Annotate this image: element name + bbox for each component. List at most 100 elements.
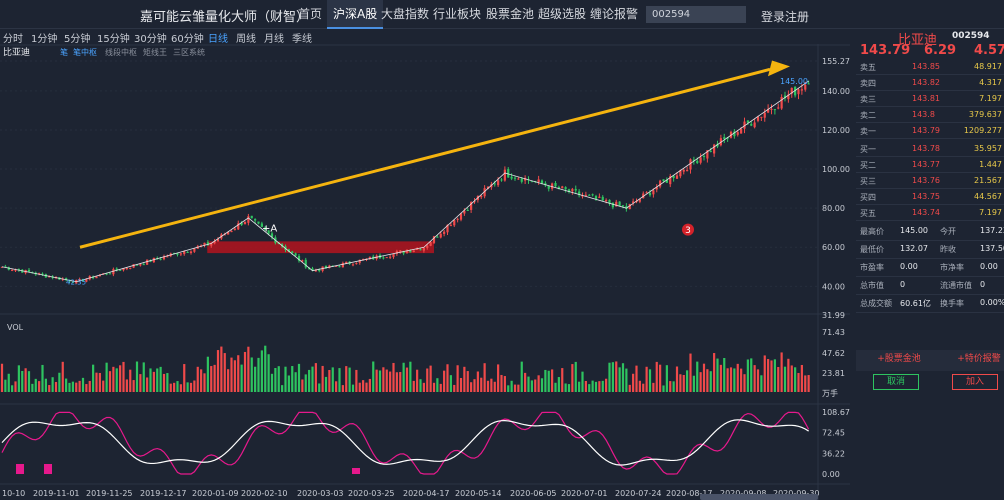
- volume-bar: [108, 371, 112, 392]
- candle: [405, 250, 409, 253]
- nav-item-5[interactable]: 超级选股: [538, 7, 587, 21]
- volume-bar: [709, 371, 712, 392]
- nav-item-3[interactable]: 行业板块: [433, 7, 482, 21]
- volume-bar: [294, 372, 297, 392]
- chart-tab-0[interactable]: 笔: [60, 47, 68, 57]
- candle: [659, 180, 662, 187]
- candle: [780, 97, 783, 109]
- candle: [588, 194, 591, 196]
- period-tab-2[interactable]: 5分钟: [64, 34, 91, 45]
- book-volume: 21.567: [974, 176, 1002, 185]
- add-to-pool-button[interactable]: +股票金池: [877, 354, 921, 364]
- volume-bar: [500, 374, 503, 392]
- date-axis-label: 2020-02-10: [241, 489, 288, 498]
- period-tab-9[interactable]: 季线: [292, 34, 312, 45]
- volume-bar: [318, 383, 321, 392]
- nav-item-6[interactable]: 缠论报警: [590, 7, 639, 21]
- candle: [493, 183, 496, 185]
- volume-bar: [156, 368, 159, 392]
- volume-bar: [409, 361, 412, 392]
- candle: [429, 242, 432, 246]
- volume-bar: [486, 380, 490, 392]
- chart-tab-2[interactable]: 线段中枢: [105, 47, 137, 57]
- kline-chart[interactable]: 比亚迪 笔笔中枢 线段中枢 矩线王 三区系统 155.27 140.00 120.00 100.…: [0, 44, 850, 500]
- volume-bar: [760, 375, 763, 392]
- timeline-scrollbar[interactable]: [700, 494, 818, 500]
- volume-bar: [267, 354, 270, 392]
- volume-bar: [426, 368, 429, 392]
- period-tab-3[interactable]: 15分钟: [97, 34, 130, 45]
- period-tab-4[interactable]: 30分钟: [134, 34, 167, 45]
- nav-item-1[interactable]: 沪深A股: [327, 0, 384, 29]
- volume-bar: [372, 361, 375, 392]
- candle: [385, 257, 388, 259]
- candle: [291, 251, 294, 254]
- book-price: 143.81: [912, 94, 940, 103]
- volume-bar: [159, 366, 162, 392]
- volume-bar: [220, 346, 223, 392]
- candle: [122, 268, 125, 271]
- volume-bar: [507, 385, 510, 392]
- volume-bar: [763, 355, 766, 392]
- stat-label: 最高价: [860, 227, 884, 236]
- chart-tab-4[interactable]: 三区系统: [173, 47, 205, 57]
- volume-bar: [149, 368, 152, 392]
- book-volume: 35.957: [974, 144, 1002, 153]
- volume-bar: [611, 362, 614, 392]
- nav-item-2[interactable]: 大盘指数: [381, 7, 430, 21]
- volume-bar: [645, 366, 648, 392]
- candle: [297, 255, 301, 261]
- volume-bar: [561, 368, 564, 392]
- period-tab-5[interactable]: 60分钟: [171, 34, 204, 45]
- candle: [95, 276, 98, 279]
- candle: [166, 256, 169, 258]
- candle: [662, 179, 665, 181]
- volume-bar: [68, 382, 71, 392]
- volume-bar: [230, 357, 233, 392]
- candle: [578, 191, 581, 196]
- cancel-button[interactable]: 取消: [873, 374, 919, 390]
- period-tab-6[interactable]: 日线: [208, 34, 228, 45]
- book-price: 143.77: [912, 160, 940, 169]
- volume-bar: [179, 384, 182, 392]
- stock-search-input[interactable]: [646, 6, 746, 23]
- volume-bar: [655, 361, 658, 392]
- candle: [463, 210, 466, 214]
- volume-bar: [446, 364, 449, 392]
- period-tab-7[interactable]: 周线: [236, 34, 256, 45]
- chart-tab-1[interactable]: 笔中枢: [73, 47, 97, 57]
- candle: [605, 199, 608, 202]
- candle: [800, 89, 803, 91]
- candle: [11, 269, 14, 271]
- date-axis-label: 2020-09-30: [773, 489, 820, 498]
- candle: [598, 196, 601, 198]
- chart-tab-3[interactable]: 矩线王: [143, 47, 167, 57]
- candle: [392, 253, 395, 258]
- candle: [27, 269, 31, 272]
- volume-bar: [65, 378, 68, 392]
- register-link[interactable]: 注册: [785, 10, 810, 24]
- volume-bar: [348, 367, 351, 392]
- price-axis-label: 155.27: [822, 57, 850, 66]
- candle: [314, 270, 317, 272]
- period-tab-1[interactable]: 1分钟: [31, 34, 58, 45]
- login-link[interactable]: 登录: [761, 10, 786, 24]
- price-alert-button[interactable]: +特价报警: [957, 354, 1001, 364]
- volume-bar: [213, 364, 216, 392]
- period-tab-8[interactable]: 月线: [264, 34, 284, 45]
- candle: [615, 201, 618, 207]
- macd-axis-label: 108.67: [822, 408, 850, 417]
- candle: [746, 120, 749, 123]
- add-button[interactable]: 加入: [952, 374, 998, 390]
- volume-bar: [804, 375, 807, 392]
- candle: [723, 137, 726, 139]
- period-tab-0[interactable]: 分时: [3, 34, 23, 45]
- volume-bar: [368, 378, 371, 392]
- nav-item-0[interactable]: 首页: [298, 7, 323, 21]
- nav-item-4[interactable]: 股票金池: [486, 7, 535, 21]
- volume-bar: [11, 385, 14, 392]
- candle: [189, 251, 193, 254]
- candle: [382, 257, 385, 259]
- volume-bar: [243, 351, 247, 392]
- candle: [186, 252, 189, 254]
